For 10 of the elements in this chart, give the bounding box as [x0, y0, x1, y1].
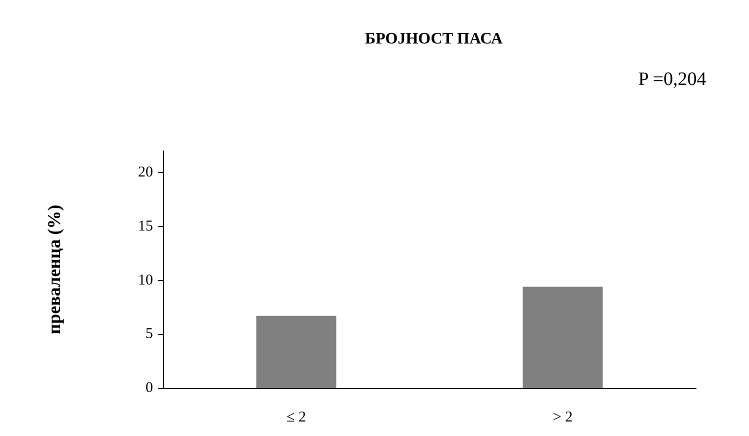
x-tick-label: > 2: [552, 410, 573, 426]
y-tick-label: 15: [138, 218, 153, 234]
text: P =0,204: [638, 69, 707, 90]
y-tick-label: 20: [138, 164, 153, 181]
y-tick-label: 0: [146, 380, 153, 396]
x-tick-label: ≤ 2: [286, 410, 306, 426]
y-axis-title: преваленца (%): [44, 204, 64, 334]
y-tick-label: 5: [146, 326, 153, 342]
chart-title: БРОЈНОСТ ПАСА: [365, 30, 503, 48]
y-tick-label: 10: [138, 272, 153, 288]
